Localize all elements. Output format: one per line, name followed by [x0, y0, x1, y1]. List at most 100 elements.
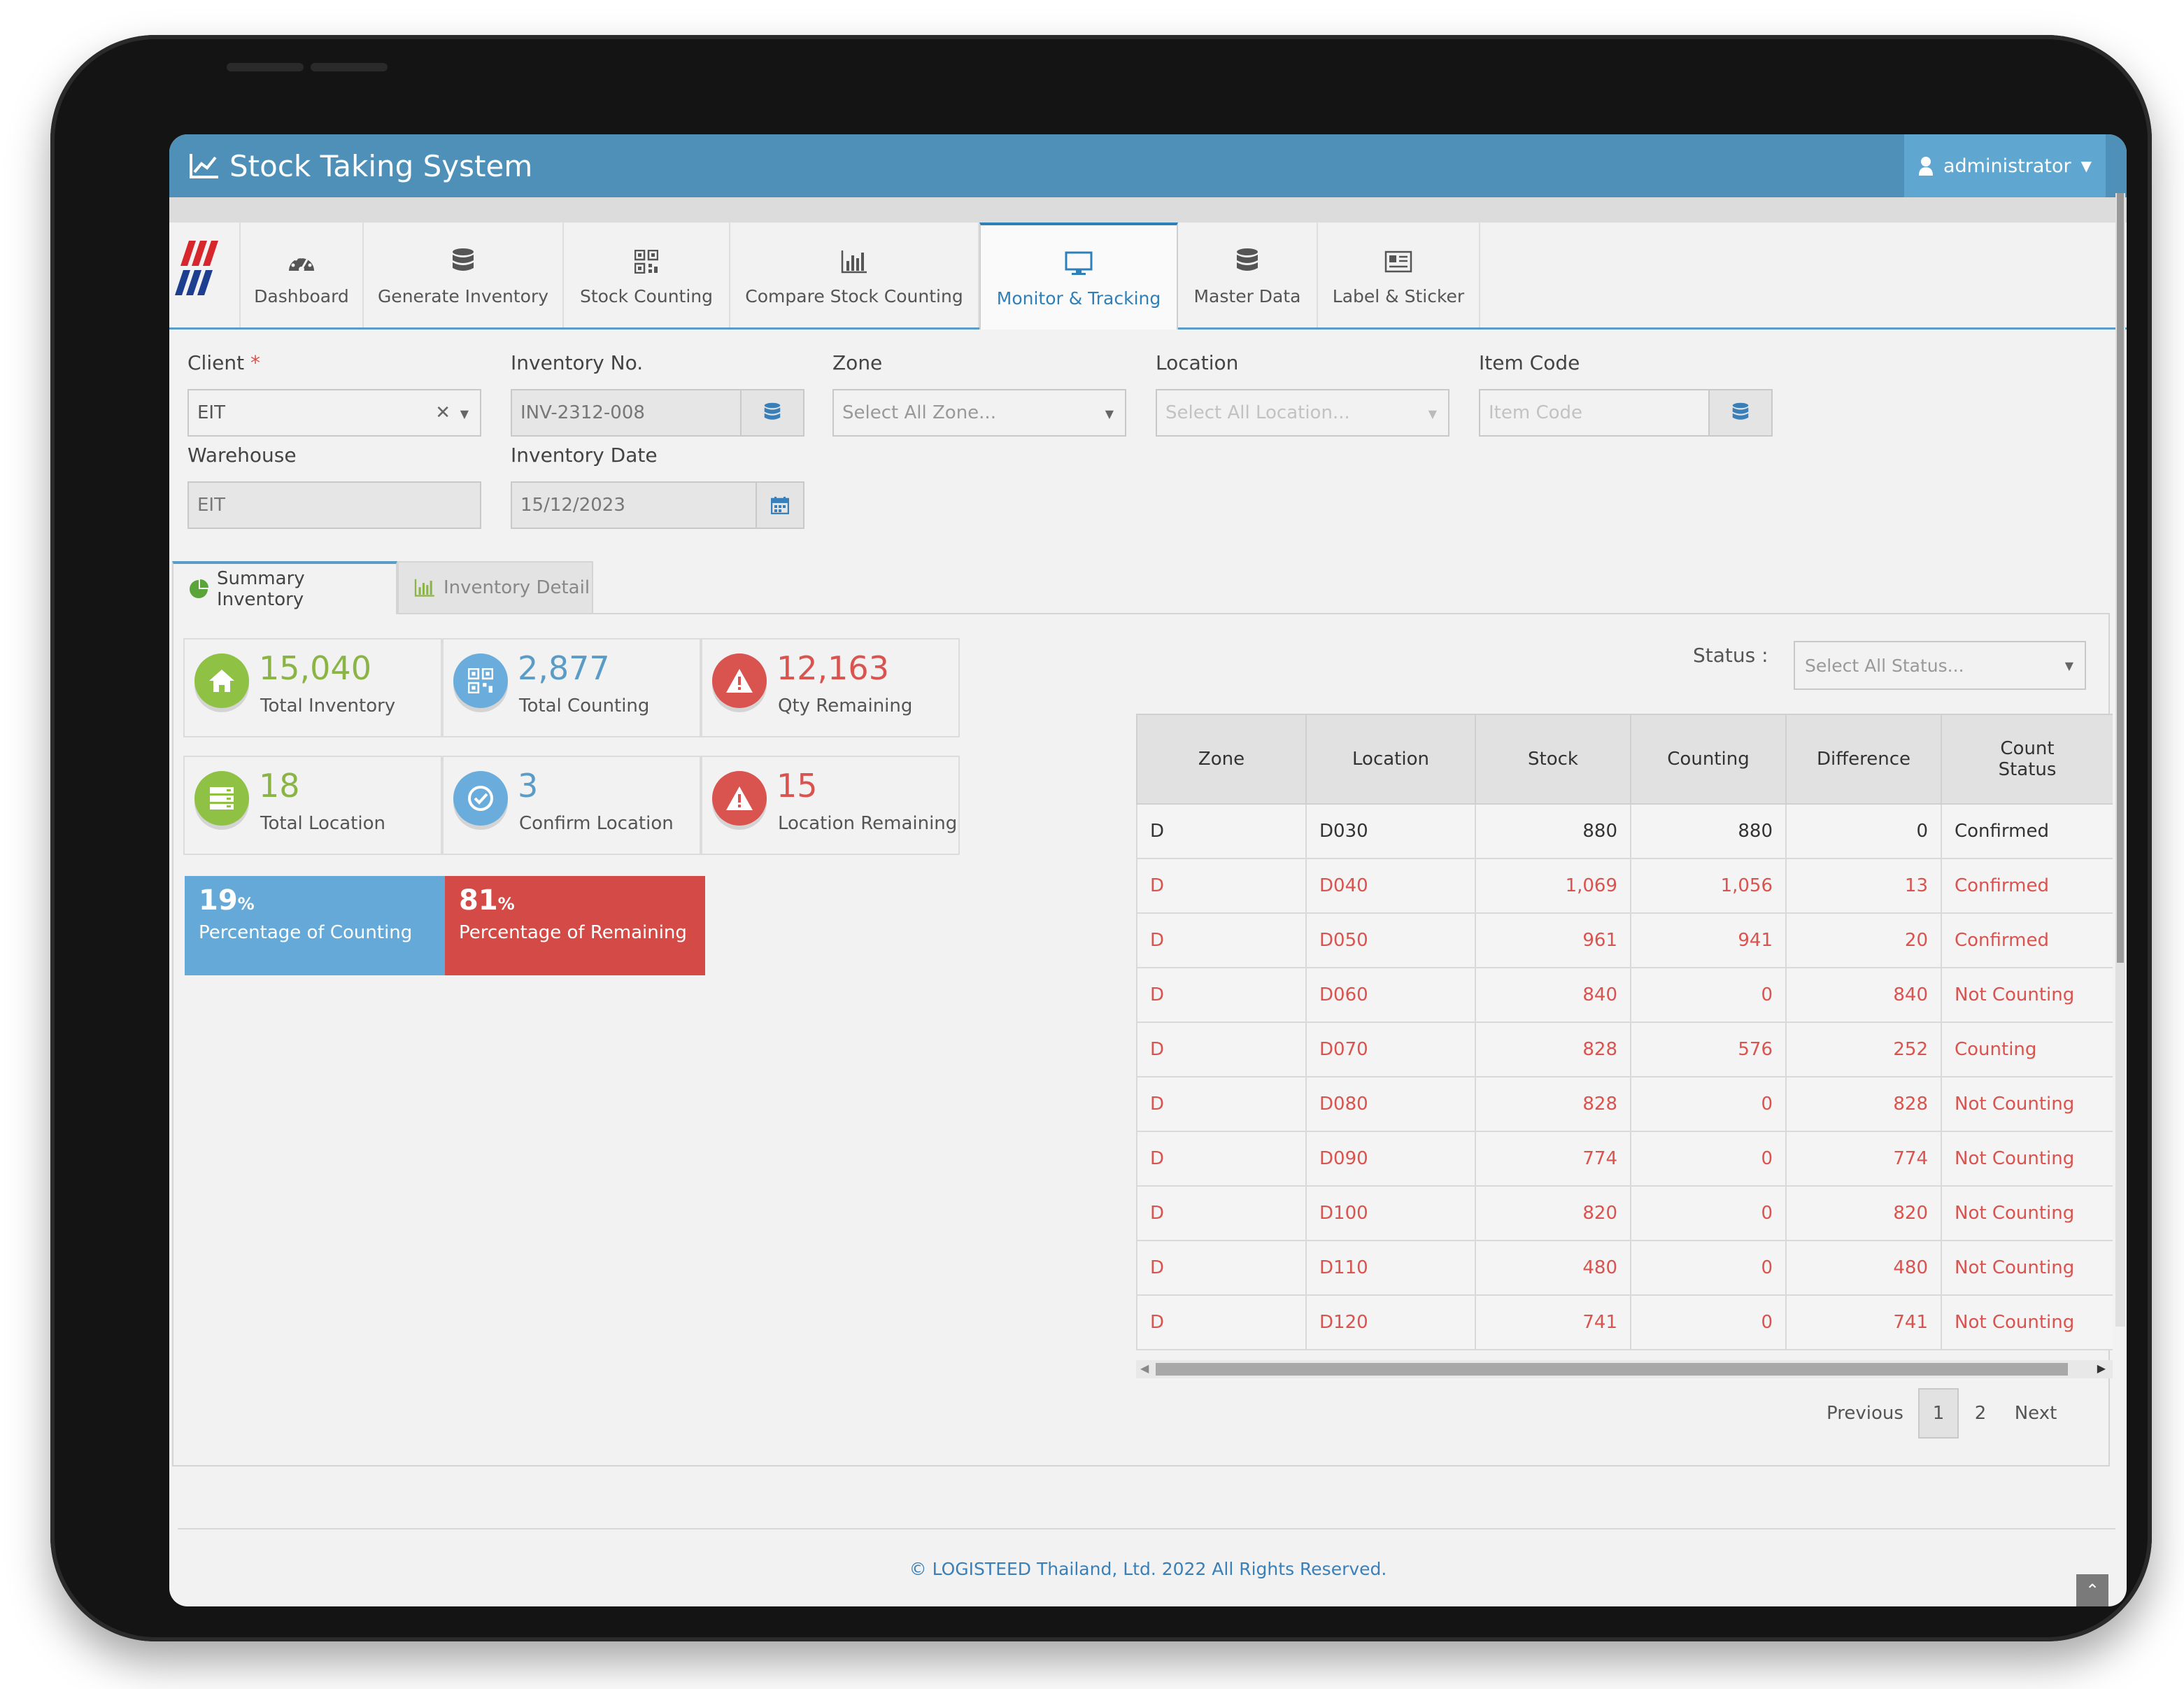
cell-count-status: Not Counting — [1941, 1076, 2113, 1132]
cell-difference: 0 — [1785, 803, 1942, 859]
table-row[interactable]: D D060 840 0 840 Not Counting — [1136, 967, 2113, 1023]
back-to-top-button[interactable]: ⌃ — [2076, 1574, 2108, 1606]
label-icon — [1384, 250, 1412, 272]
nav-label: Compare Stock Counting — [745, 285, 963, 306]
item-code-label: Item Code — [1479, 351, 1580, 374]
nav-label: Generate Inventory — [377, 285, 549, 306]
table-row[interactable]: D D110 480 0 480 Not Counting — [1136, 1240, 2113, 1296]
cell-location: D120 — [1305, 1294, 1476, 1350]
client-value: EIT — [197, 402, 225, 423]
cell-zone: D — [1136, 967, 1307, 1023]
cell-difference: 20 — [1785, 912, 1942, 968]
clear-icon[interactable]: ✕ — [435, 402, 451, 423]
column-header-count-status[interactable]: Count Status — [1941, 714, 2113, 805]
tab-summary-inventory[interactable]: Summary Inventory — [172, 561, 397, 614]
column-header-zone[interactable]: Zone — [1136, 714, 1307, 805]
nav-compare-stock-counting[interactable]: Compare Stock Counting — [730, 222, 979, 327]
database-icon — [764, 402, 781, 420]
table-row[interactable]: D D100 820 0 820 Not Counting — [1136, 1185, 2113, 1241]
zone-select[interactable]: Select All Zone... ▼ — [832, 389, 1126, 437]
nav-monitor-tracking[interactable]: Monitor & Tracking — [979, 222, 1178, 330]
nav-label: Monitor & Tracking — [996, 288, 1161, 309]
pagination-previous[interactable]: Previous — [1827, 1403, 1903, 1424]
table-row[interactable]: D D030 880 880 0 Confirmed — [1136, 803, 2113, 859]
cell-difference: 252 — [1785, 1022, 1942, 1077]
stat-value: 12,163 — [777, 649, 889, 687]
inventory-no-value: INV-2312-008 — [520, 402, 645, 423]
pagination-next[interactable]: Next — [2014, 1403, 2057, 1424]
table-row[interactable]: D D070 828 576 252 Counting — [1136, 1022, 2113, 1077]
cell-count-status: Not Counting — [1941, 1294, 2113, 1350]
nav-master-data[interactable]: Master Data — [1178, 222, 1318, 327]
item-code-input[interactable]: Item Code — [1479, 389, 1710, 437]
inventory-date-input[interactable]: 15/12/2023 — [511, 481, 757, 529]
client-label: Client * — [187, 351, 260, 374]
scroll-right-icon[interactable]: ▶ — [2097, 1362, 2106, 1375]
nav-dashboard[interactable]: Dashboard — [239, 222, 364, 327]
percentage-counting-label: Percentage of Counting — [199, 922, 413, 943]
cell-difference: 774 — [1785, 1131, 1942, 1187]
inventory-no-input[interactable]: INV-2312-008 — [511, 389, 742, 437]
item-code-lookup-button[interactable] — [1708, 389, 1773, 437]
inventory-lookup-button[interactable] — [740, 389, 804, 437]
cell-stock: 840 — [1475, 967, 1631, 1023]
pie-chart-icon — [190, 579, 208, 598]
cell-zone: D — [1136, 1294, 1307, 1350]
nav-label-sticker[interactable]: Label & Sticker — [1318, 222, 1480, 327]
database-icon — [1237, 248, 1258, 271]
table-row[interactable]: D D090 774 0 774 Not Counting — [1136, 1131, 2113, 1187]
table-row[interactable]: D D080 828 0 828 Not Counting — [1136, 1076, 2113, 1132]
location-placeholder: Select All Location... — [1165, 402, 1350, 423]
tab-inventory-detail[interactable]: Inventory Detail — [397, 561, 593, 614]
cell-zone: D — [1136, 1240, 1307, 1296]
status-select[interactable]: Select All Status... ▼ — [1794, 641, 2086, 690]
screen: Stock Taking System administrator ▼ — [169, 134, 2127, 1606]
table-row[interactable]: D D050 961 941 20 Confirmed — [1136, 912, 2113, 968]
scrollbar-thumb[interactable] — [1156, 1363, 2068, 1376]
stat-value: 3 — [518, 767, 539, 805]
nav-label: Stock Counting — [579, 285, 714, 306]
location-label: Location — [1156, 351, 1239, 374]
nav-stock-counting[interactable]: Stock Counting — [564, 222, 730, 327]
pagination-page-1[interactable]: 1 — [1918, 1388, 1959, 1439]
cell-stock: 1,069 — [1475, 858, 1631, 914]
scrollbar-thumb[interactable] — [2117, 193, 2124, 963]
cell-zone: D — [1136, 1076, 1307, 1132]
cell-location: D040 — [1305, 858, 1476, 914]
caret-down-icon: ▼ — [1428, 407, 1437, 421]
vertical-scrollbar[interactable] — [2115, 193, 2125, 1327]
stat-total-location: 18 Total Location — [183, 756, 442, 855]
cell-zone: D — [1136, 803, 1307, 859]
warehouse-input: EIT — [187, 481, 481, 529]
column-header-counting[interactable]: Counting — [1630, 714, 1787, 805]
cell-count-status: Confirmed — [1941, 858, 2113, 914]
stat-location-remaining: 15 Location Remaining — [701, 756, 960, 855]
stat-confirm-location: 3 Confirm Location — [442, 756, 701, 855]
table-row[interactable]: D D120 741 0 741 Not Counting — [1136, 1294, 2113, 1350]
cell-count-status: Not Counting — [1941, 1185, 2113, 1241]
required-mark: * — [250, 351, 260, 374]
nav-label: Master Data — [1193, 285, 1301, 306]
calendar-button[interactable] — [756, 481, 804, 529]
table-row[interactable]: D D040 1,069 1,056 13 Confirmed — [1136, 858, 2113, 914]
user-menu[interactable]: administrator ▼ — [1904, 134, 2106, 197]
pagination-page-2[interactable]: 2 — [1974, 1403, 1987, 1424]
cell-counting: 0 — [1630, 1131, 1787, 1187]
column-header-stock[interactable]: Stock — [1475, 714, 1631, 805]
app-title[interactable]: Stock Taking System — [189, 134, 532, 197]
cell-counting: 0 — [1630, 1240, 1787, 1296]
tab-label: Summary Inventory — [217, 568, 305, 610]
monitor-icon — [1065, 251, 1093, 275]
scroll-left-icon[interactable]: ◀ — [1140, 1362, 1149, 1375]
location-select[interactable]: Select All Location... ▼ — [1156, 389, 1449, 437]
cell-difference: 741 — [1785, 1294, 1942, 1350]
client-select[interactable]: EIT ✕ ▼ — [187, 389, 481, 437]
cell-difference: 828 — [1785, 1076, 1942, 1132]
horizontal-scrollbar[interactable]: ◀ ▶ — [1136, 1360, 2113, 1378]
stat-label: Total Counting — [519, 695, 650, 716]
nav-generate-inventory[interactable]: Generate Inventory — [364, 222, 564, 327]
column-header-difference[interactable]: Difference — [1785, 714, 1942, 805]
user-name: administrator — [1943, 155, 2071, 177]
column-header-location[interactable]: Location — [1305, 714, 1476, 805]
tablet-button — [227, 63, 304, 71]
